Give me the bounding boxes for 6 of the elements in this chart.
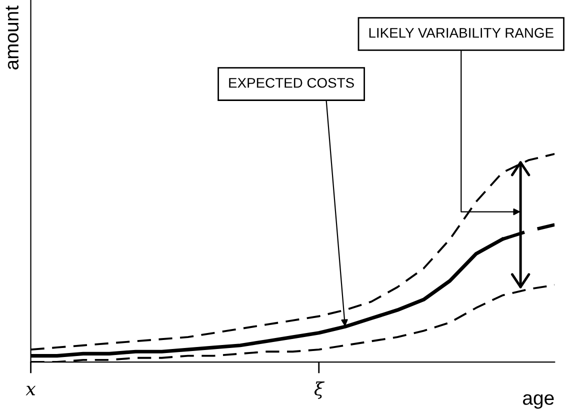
- y-axis-title: amount: [6, 6, 19, 70]
- x-tick-label: ξ: [314, 381, 325, 399]
- text: EXPECTED COSTS: [229, 78, 354, 88]
- x-tick-label: x: [26, 386, 36, 396]
- x-axis-title: age: [523, 394, 554, 409]
- text: LIKELY VARIABILITY RANGE: [369, 28, 554, 38]
